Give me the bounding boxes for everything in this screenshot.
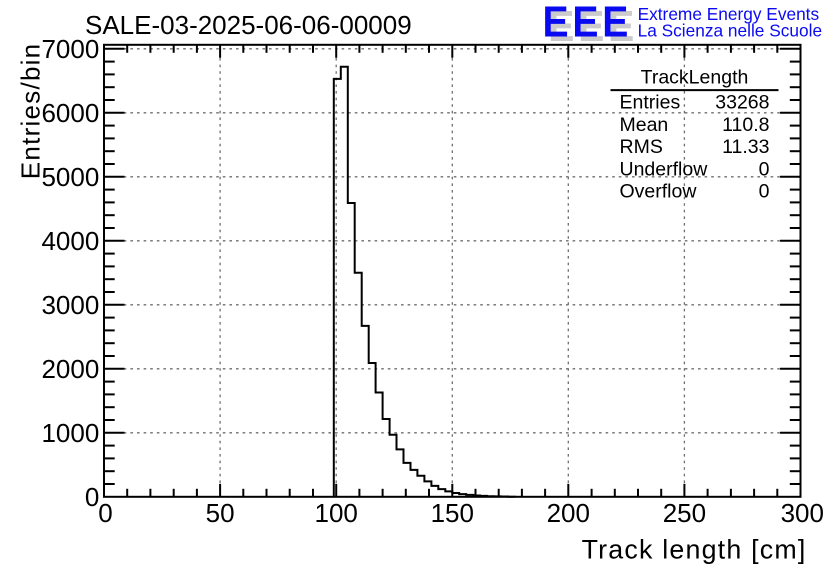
svg-text:50: 50 (206, 498, 235, 528)
svg-text:4000: 4000 (41, 226, 99, 256)
svg-text:Extreme Energy Events: Extreme Energy Events (638, 4, 820, 24)
svg-text:5000: 5000 (41, 162, 99, 192)
svg-text:Mean: Mean (620, 114, 669, 136)
svg-text:100: 100 (315, 498, 358, 528)
svg-text:200: 200 (547, 498, 590, 528)
svg-text:3000: 3000 (41, 290, 99, 320)
svg-text:0: 0 (759, 158, 770, 180)
svg-text:La Scienza nelle Scuole: La Scienza nelle Scuole (638, 20, 822, 40)
svg-text:6000: 6000 (41, 98, 99, 128)
svg-text:2000: 2000 (41, 354, 99, 384)
svg-text:TrackLength: TrackLength (641, 67, 749, 89)
svg-text:110.8: 110.8 (722, 114, 769, 136)
svg-text:RMS: RMS (620, 136, 663, 158)
svg-text:SALE-03-2025-06-06-00009: SALE-03-2025-06-06-00009 (85, 10, 412, 40)
svg-text:0: 0 (85, 482, 99, 512)
svg-text:Overflow: Overflow (620, 181, 698, 203)
svg-text:Entries: Entries (620, 92, 681, 114)
svg-text:0: 0 (759, 181, 770, 203)
svg-text:1000: 1000 (41, 418, 99, 448)
svg-text:33268: 33268 (715, 92, 769, 114)
svg-text:EEE: EEE (548, 2, 638, 50)
svg-text:300: 300 (781, 498, 824, 528)
svg-text:150: 150 (431, 498, 474, 528)
svg-text:EEE: EEE (543, 0, 633, 46)
svg-text:7000: 7000 (41, 34, 99, 64)
svg-text:Entries/bin: Entries/bin (16, 43, 46, 180)
svg-text:11.33: 11.33 (722, 136, 769, 158)
svg-text:250: 250 (663, 498, 706, 528)
svg-text:Track length [cm]: Track length [cm] (582, 534, 807, 564)
svg-text:0: 0 (98, 498, 112, 528)
svg-text:Underflow: Underflow (620, 158, 709, 180)
